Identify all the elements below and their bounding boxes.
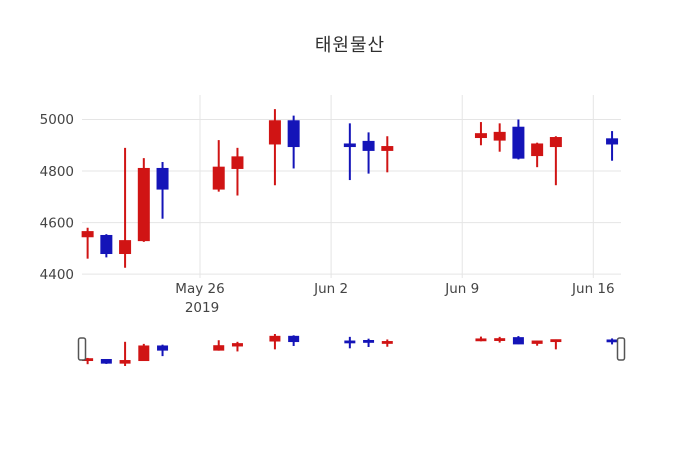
rangeslider-candle-Jun-5[interactable] (381, 339, 393, 347)
x-tick-label: May 26 (175, 281, 224, 297)
candle-Jun-5[interactable] (381, 136, 394, 173)
candle-Jun-13[interactable] (531, 142, 544, 168)
x-tick-label: Jun 16 (571, 281, 615, 297)
candle-body (231, 156, 244, 169)
candle-May-30[interactable] (268, 109, 281, 186)
candle-May-24[interactable] (156, 162, 169, 219)
candle-body (512, 337, 524, 345)
candle-May-28[interactable] (231, 147, 244, 196)
candle-body (512, 126, 525, 159)
candle-May-22[interactable] (119, 147, 132, 268)
candle-body (363, 340, 375, 343)
candle-body (362, 140, 375, 151)
y-tick-label: 5000 (40, 112, 74, 128)
candle-May-21[interactable] (100, 234, 113, 258)
rangeslider-candle-May-24[interactable] (157, 344, 169, 357)
candle-body (550, 339, 562, 343)
candle-Jun-3[interactable] (343, 123, 356, 181)
candle-body (381, 146, 394, 151)
candle-body (119, 360, 131, 364)
rangeslider-candle-May-21[interactable] (100, 358, 112, 364)
candle-Jun-10[interactable] (474, 122, 487, 146)
x-axis-tick-labels: May 26 2019 Jun 2 Jun 9 Jun 16 (175, 281, 614, 316)
candle-body (81, 231, 94, 238)
candle-body (100, 234, 113, 255)
candle-body (269, 335, 281, 342)
candle-May-31[interactable] (287, 115, 300, 169)
candle-body (549, 137, 562, 148)
candle-body (381, 341, 393, 344)
candle-body (156, 167, 169, 190)
candle-body (137, 167, 150, 242)
candle-Jun-4[interactable] (362, 132, 375, 174)
x-tick-label: Jun 9 (444, 281, 479, 297)
candle-body (493, 131, 506, 141)
candle-body (212, 166, 225, 190)
candle-body (100, 358, 112, 364)
rangeslider-candle-Jun-4[interactable] (363, 338, 375, 348)
candle-body (157, 345, 169, 351)
candle-body (531, 143, 544, 157)
candle-body (288, 335, 300, 343)
rangeslider-candle-May-27[interactable] (213, 340, 225, 351)
rangeslider-candle-Jun-10[interactable] (475, 336, 487, 342)
chart-title: 태원물산 (314, 35, 386, 56)
candle-body (343, 143, 356, 148)
y-tick-label: 4800 (40, 164, 74, 180)
candle-body (474, 133, 487, 139)
rangeslider-candle-Jun-3[interactable] (344, 336, 356, 349)
candle-Jun-14[interactable] (549, 136, 562, 186)
candle-body (531, 340, 543, 344)
x-tick-label: Jun 2 (313, 281, 348, 297)
candle-body (287, 120, 300, 148)
candle-body (138, 345, 150, 362)
horizontal-gridlines (82, 118, 621, 275)
candle-Jun-12[interactable] (512, 119, 525, 160)
y-tick-label: 4600 (40, 215, 74, 231)
rangeslider-handle-right[interactable] (616, 337, 626, 361)
rangeslider-candle-May-30[interactable] (269, 334, 281, 350)
candle-May-20[interactable] (81, 227, 94, 259)
rangeslider-candle-Jun-13[interactable] (531, 340, 543, 346)
rangeslider-candle-Jun-12[interactable] (512, 336, 524, 345)
candle-body (213, 345, 225, 351)
rangeslider-candle-May-31[interactable] (288, 335, 300, 346)
candle-body (119, 240, 132, 255)
candle-Jun-17[interactable] (606, 131, 619, 161)
rangeslider[interactable] (77, 328, 626, 372)
candle-Jun-11[interactable] (493, 123, 506, 152)
rangeslider-candle-Jun-11[interactable] (494, 336, 506, 343)
candle-body (606, 138, 619, 145)
rangeslider-candle-Jun-14[interactable] (550, 339, 562, 350)
candle-body (475, 338, 487, 342)
y-tick-label: 4400 (40, 267, 74, 283)
candle-May-23[interactable] (137, 158, 150, 242)
candle-May-27[interactable] (212, 140, 225, 192)
y-axis-tick-labels: 4400 4600 4800 5000 (40, 112, 74, 283)
rangeslider-candle-May-23[interactable] (138, 343, 150, 362)
rangeslider-handle-left[interactable] (77, 337, 87, 361)
rangeslider-candle-May-28[interactable] (231, 341, 243, 352)
candle-body (268, 120, 281, 145)
x-tick-year-label: 2019 (185, 300, 219, 316)
rangeslider-candle-May-22[interactable] (119, 341, 131, 366)
candle-body (231, 343, 243, 347)
candle-body (606, 339, 618, 343)
vertical-gridlines (199, 95, 594, 278)
main-plot-candles (81, 109, 619, 268)
candle-body (494, 338, 506, 341)
candle-body (344, 340, 356, 344)
